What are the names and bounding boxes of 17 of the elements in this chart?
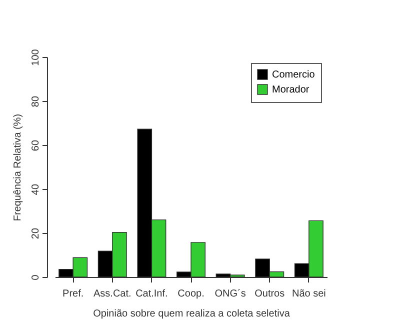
x-tick-label: ONG´s	[214, 288, 246, 300]
x-tick-label: Coop.	[178, 288, 204, 300]
y-tick-label: 0	[30, 274, 42, 280]
y-tick-label: 60	[30, 140, 42, 152]
y-tick-label: 20	[30, 228, 42, 240]
x-axis-title: Opinião sobre quem realiza a coleta seletiva	[93, 308, 290, 320]
y-tick-label: 100	[30, 48, 42, 66]
x-tick-label: Ass.Cat.	[93, 288, 132, 300]
legend-label: Morador	[272, 84, 310, 96]
x-tick-label: Cat.Inf.	[136, 288, 168, 300]
y-tick-label: 80	[30, 96, 42, 108]
legend-label: Comercio	[272, 70, 316, 80]
x-tick-label: Outros	[254, 288, 285, 300]
x-tick-label: Não sei	[292, 288, 326, 300]
x-tick-label: Pref.	[62, 288, 84, 300]
y-tick-label: 40	[30, 184, 42, 196]
y-axis-title: Frequência Relativa (%)	[12, 114, 24, 222]
